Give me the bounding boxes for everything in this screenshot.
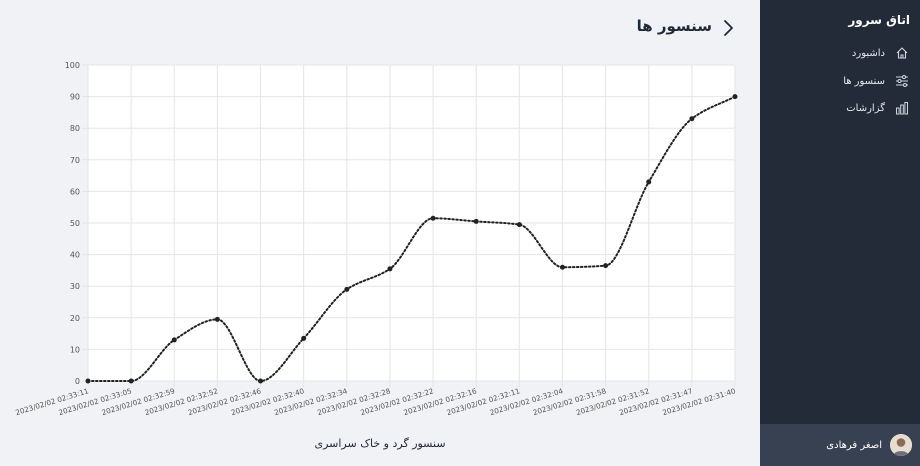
chevron-right-icon[interactable] [720,18,736,38]
data-point [646,179,652,185]
brand-title: اتاق سرور [848,13,910,27]
data-point [128,378,134,384]
sidebar-item-reports[interactable]: گزارشات [760,98,910,118]
bar-chart-icon [894,100,910,116]
page-title: سنسور ها [636,17,712,35]
series-line [87,95,736,383]
user-name: اصغر فرهادی [826,439,882,451]
data-point [473,218,479,224]
data-point [516,222,522,228]
sliders-icon [894,73,910,89]
sidebar-item-dashboard[interactable]: داشبورد [760,43,910,63]
sidebar-item-label: سنسور ها [843,75,885,87]
y-tick-label: 60 [70,187,80,196]
data-point [430,215,436,221]
data-point [732,94,738,100]
data-point [258,378,264,384]
y-tick-label: 80 [70,124,80,133]
sidebar-item-label: داشبورد [851,47,885,59]
home-icon [894,45,910,61]
data-point [387,266,393,272]
y-tick-label: 30 [70,282,80,291]
data-point [689,116,695,122]
y-tick-label: 20 [70,314,80,323]
sidebar: اتاق سرور داشبورد سنسور ها [760,0,920,466]
main-content: سنسور ها 0 10 20 30 40 50 60 70 80 90 100 2023/02/0… [14,17,738,450]
data-point [85,378,91,384]
y-tick-label: 0 [75,377,80,386]
data-point [559,264,565,270]
data-point [301,335,307,341]
chart-x-label: سنسور گرد و خاک سراسری [314,437,446,450]
y-tick-label: 10 [70,345,80,354]
y-tick-label: 70 [70,156,80,165]
data-point [344,286,350,292]
y-tick-label: 100 [65,61,80,70]
avatar [890,434,912,456]
sidebar-item-label: گزارشات [846,102,885,114]
y-tick-label: 50 [70,219,80,228]
data-point [171,337,177,343]
sidebar-item-sensors[interactable]: سنسور ها [760,71,910,91]
data-point [214,316,220,322]
data-point [603,263,609,269]
user-profile[interactable]: اصغر فرهادی [760,424,920,466]
x-tick-label: 2023/02/02 02:31:40 [661,386,737,417]
y-tick-label: 40 [70,251,80,260]
y-tick-label: 90 [70,93,80,102]
